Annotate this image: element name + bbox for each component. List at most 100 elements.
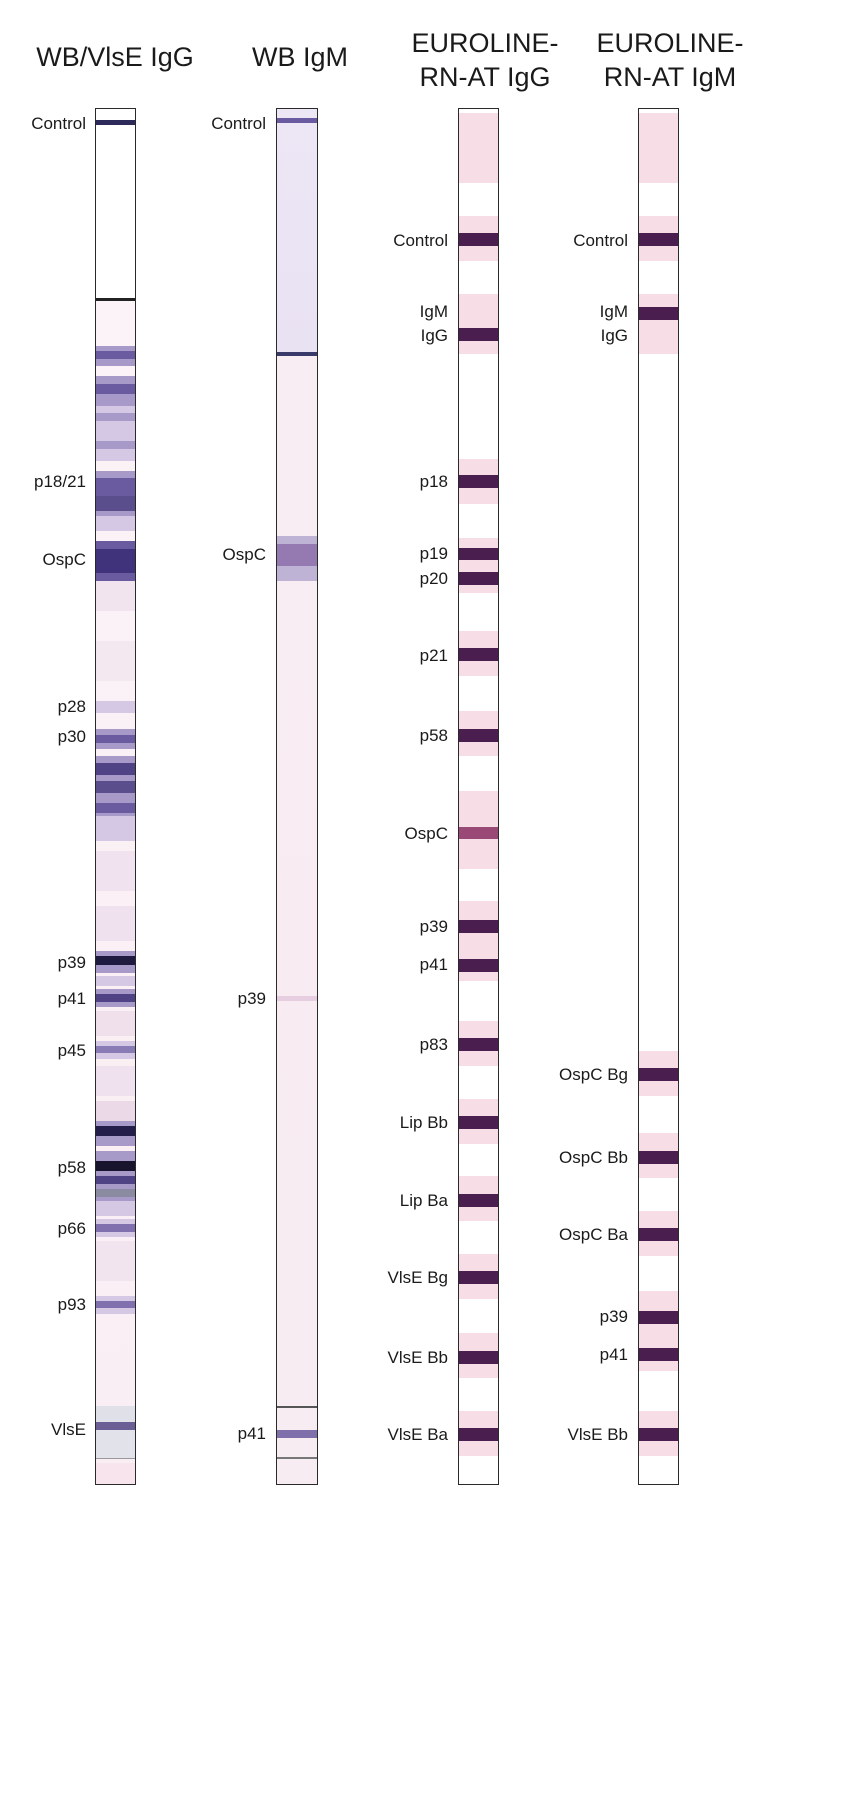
band — [639, 1311, 678, 1324]
header-euroline-igm-line2: RN-AT IgM — [603, 62, 737, 92]
label-p39: p39 — [57, 953, 86, 972]
band — [96, 994, 135, 1002]
label-control: Control — [211, 114, 266, 133]
band — [96, 1066, 135, 1096]
band — [459, 920, 498, 933]
header-euroline-igg: EUROLINE- RN-AT IgG — [400, 26, 570, 94]
band — [459, 1428, 498, 1441]
igg-band — [459, 328, 498, 341]
band — [96, 351, 135, 359]
band — [96, 1463, 135, 1484]
band — [96, 1101, 135, 1121]
band — [639, 1068, 678, 1081]
band — [459, 233, 498, 246]
strip-wb-vlse-igg — [95, 108, 136, 1485]
band — [459, 1038, 498, 1051]
strip-euroline-igm — [638, 108, 679, 1485]
control-band — [277, 118, 317, 123]
label-vlse: VlsE — [51, 1420, 86, 1439]
band — [459, 294, 498, 354]
label-p30: p30 — [57, 727, 86, 746]
band — [96, 763, 135, 775]
label-p20: p20 — [419, 569, 448, 588]
band — [96, 1224, 135, 1232]
band — [459, 648, 498, 661]
label-p19: p19 — [419, 544, 448, 563]
band — [96, 1046, 135, 1053]
p39-band — [277, 996, 317, 1001]
label-ospc-bg: OspC Bg — [559, 1065, 628, 1084]
label-p18: p18 — [419, 472, 448, 491]
label-lip-ba: Lip Ba — [399, 1191, 448, 1210]
band — [96, 1406, 135, 1422]
band — [639, 113, 678, 183]
strip-euroline-igg — [458, 108, 499, 1485]
label-ospc-ba: OspC Ba — [559, 1225, 628, 1244]
label-p66: p66 — [57, 1219, 86, 1238]
band — [459, 827, 498, 839]
header-euroline-igm: EUROLINE- RN-AT IgM — [585, 26, 755, 94]
header-euroline-igm-line1: EUROLINE- — [596, 28, 744, 58]
band — [639, 1151, 678, 1164]
band — [459, 1351, 498, 1364]
band — [639, 1428, 678, 1441]
divider-line — [96, 298, 135, 301]
label-p58: p58 — [57, 1158, 86, 1177]
header-wb-vlse-igg: WB/VlsE IgG — [36, 42, 194, 72]
band — [96, 496, 135, 511]
band — [96, 1241, 135, 1281]
label-igm: IgM — [599, 302, 628, 321]
band — [96, 1189, 135, 1197]
vlse-band — [96, 1422, 135, 1430]
band — [96, 976, 135, 986]
label-p39: p39 — [419, 917, 448, 936]
p41-band — [639, 1348, 678, 1361]
label-ospc: OspC — [222, 545, 266, 564]
divider-line — [277, 352, 317, 356]
band — [459, 475, 498, 488]
band — [96, 1176, 135, 1184]
label-igm: IgM — [419, 302, 448, 321]
header-wb-igm: WB IgM — [251, 42, 348, 72]
band — [96, 803, 135, 813]
label-p41: p41 — [599, 1345, 628, 1364]
band — [96, 1011, 135, 1036]
band — [96, 1161, 135, 1171]
label-p83: p83 — [419, 1035, 448, 1054]
label-ospc: OspC — [42, 550, 86, 569]
p41-band — [459, 959, 498, 972]
band — [96, 781, 135, 793]
label-p39: p39 — [599, 1307, 628, 1326]
header-euroline-igg-line2: RN-AT IgG — [419, 62, 551, 92]
label-p58: p58 — [419, 726, 448, 745]
band — [96, 384, 135, 394]
label-lip-bb: Lip Bb — [399, 1113, 448, 1132]
label-control: Control — [393, 231, 448, 250]
band — [96, 413, 135, 421]
band — [96, 1301, 135, 1308]
band — [459, 548, 498, 560]
label-ospc: OspC — [404, 824, 448, 843]
strip-wb-igm — [276, 108, 318, 1485]
label-p41: p41 — [419, 955, 448, 974]
p41-band — [277, 1430, 317, 1438]
label-igg: IgG — [420, 326, 448, 345]
label-vlse-bg: VlsE Bg — [387, 1268, 448, 1287]
band — [96, 549, 135, 573]
band — [96, 1458, 135, 1459]
band — [639, 1228, 678, 1241]
label-p28: p28 — [57, 697, 86, 716]
band — [277, 1457, 317, 1459]
p28-band — [96, 701, 135, 713]
label-vlse-bb: VlsE Bb — [387, 1348, 448, 1367]
band — [277, 544, 317, 566]
band — [459, 113, 498, 183]
label-p41: p41 — [237, 1424, 266, 1443]
p20-band — [459, 572, 498, 585]
band — [459, 729, 498, 742]
band — [96, 478, 135, 496]
band — [96, 581, 135, 611]
band — [639, 294, 678, 354]
band — [96, 735, 135, 743]
band — [96, 641, 135, 681]
